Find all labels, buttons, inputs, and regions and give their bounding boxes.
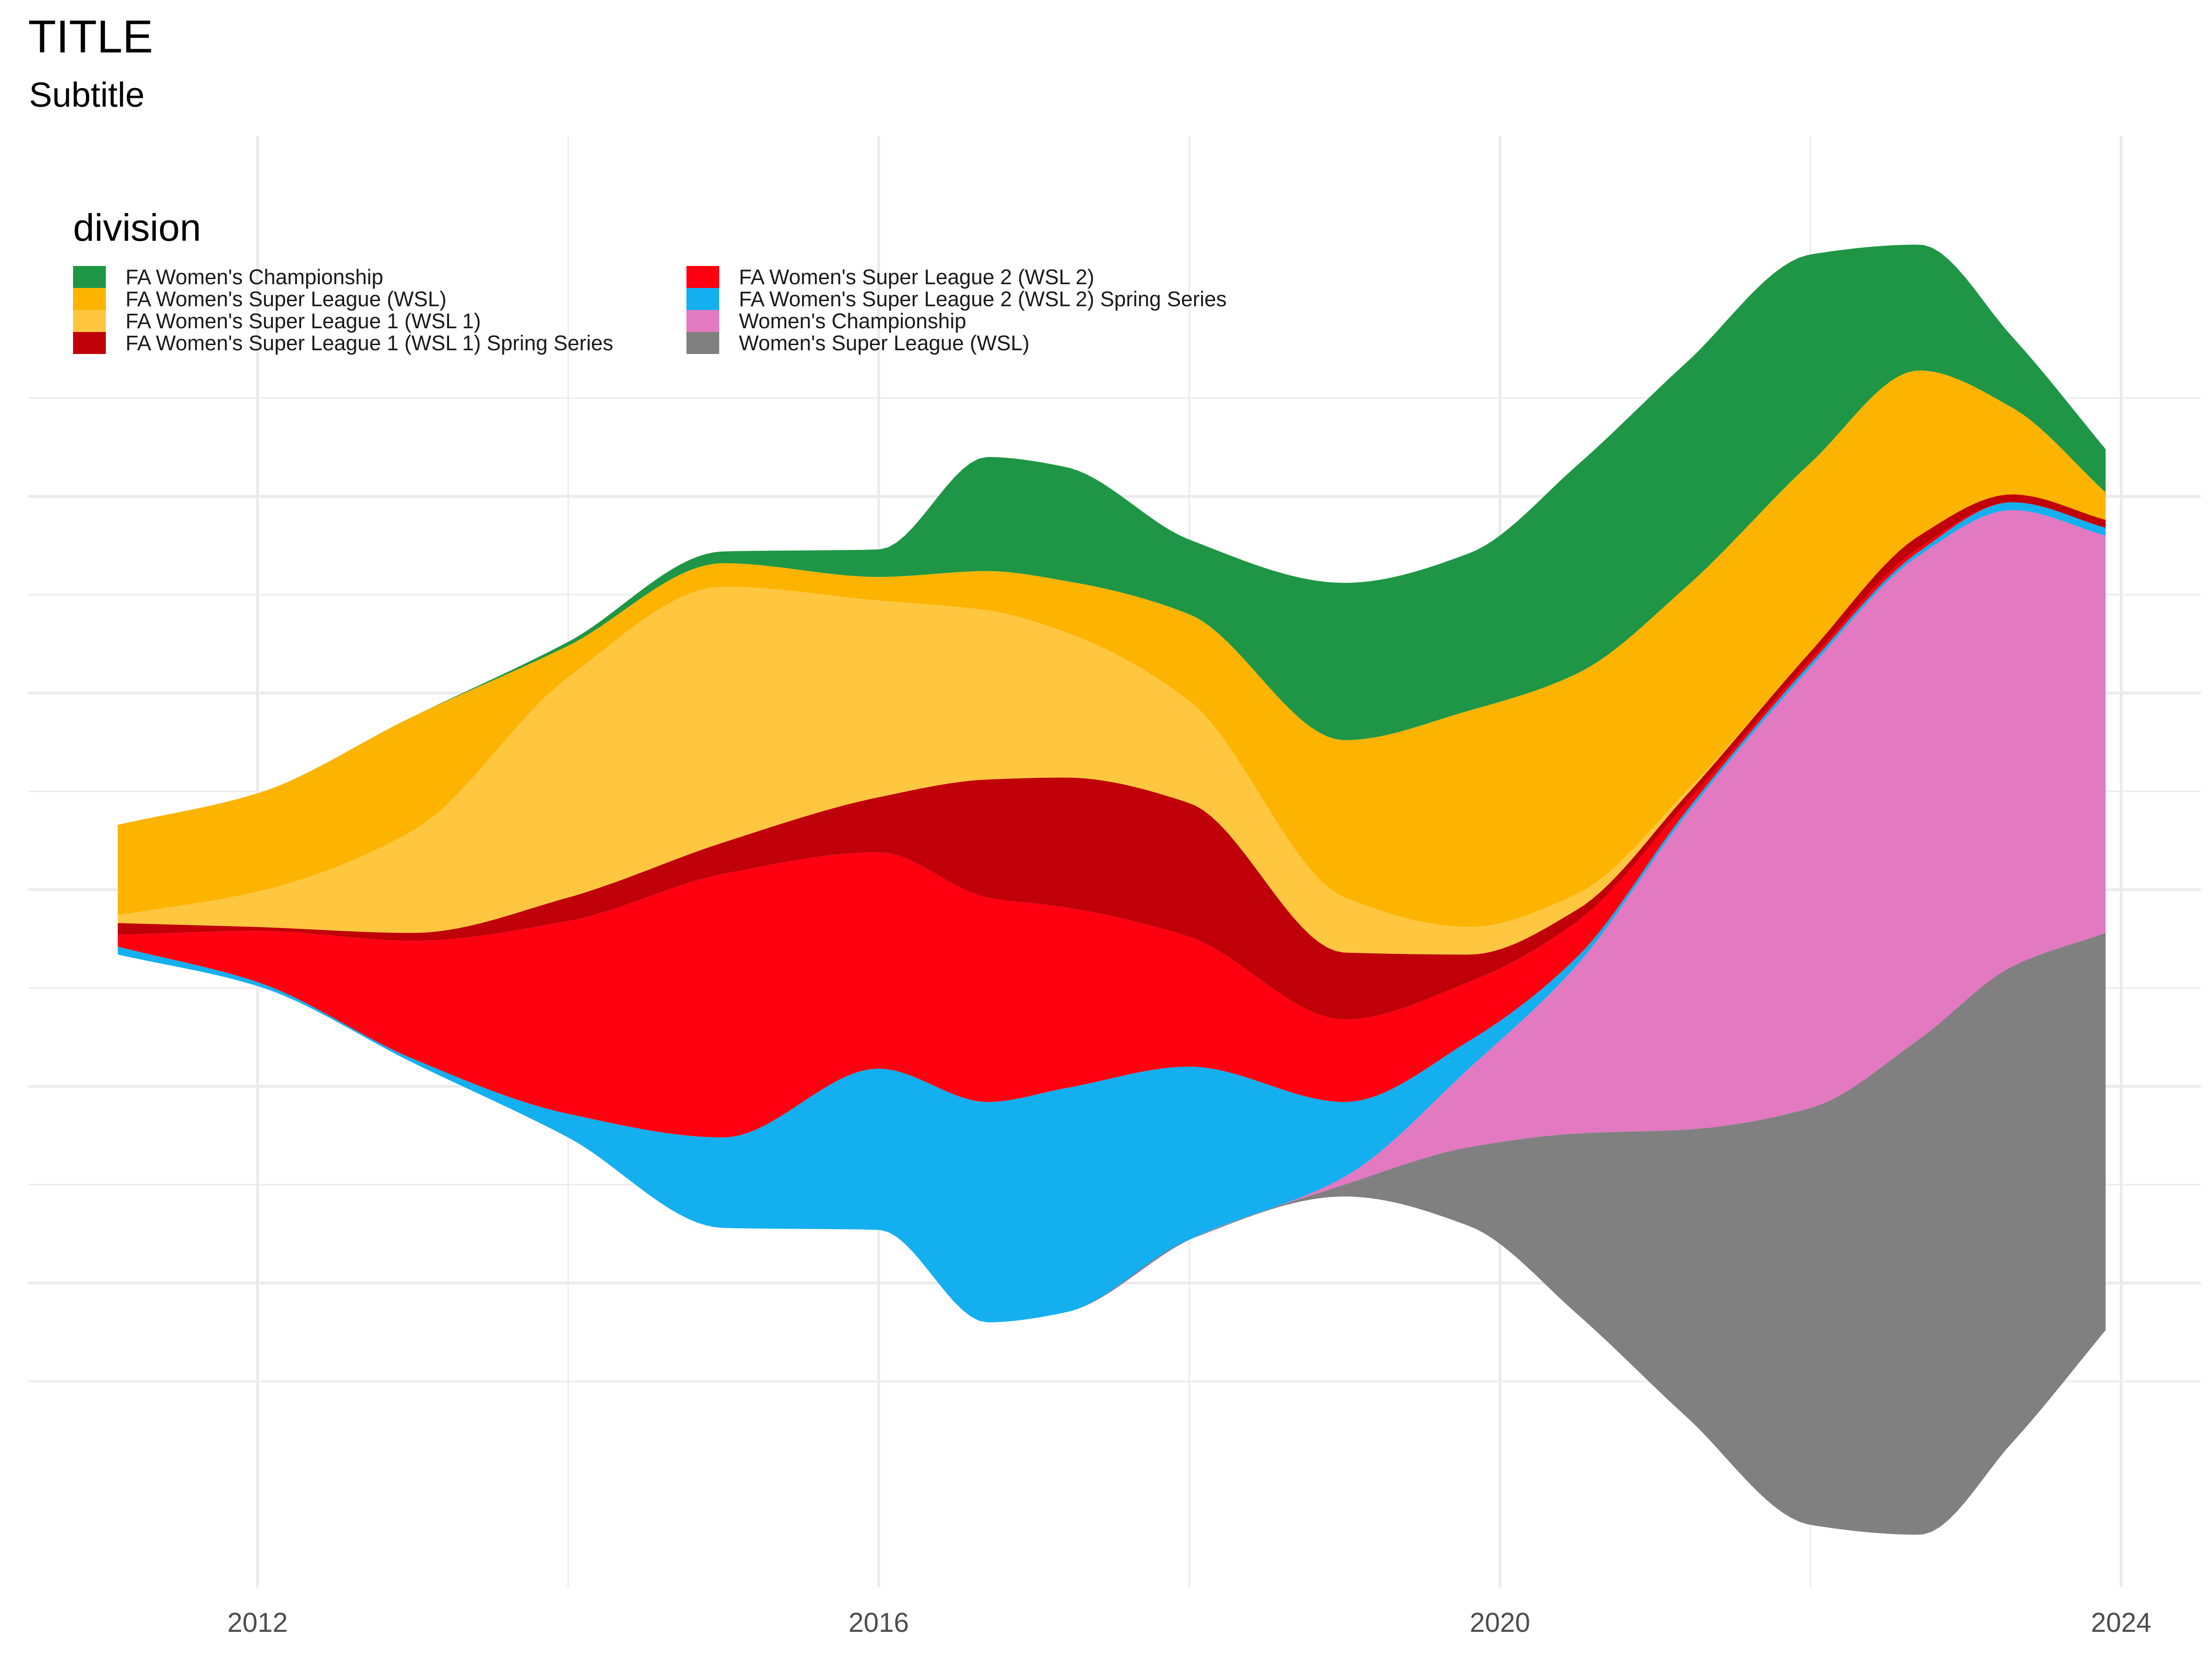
legend-label: FA Women's Super League 2 (WSL 2) (739, 265, 1094, 289)
stream-area (118, 244, 2106, 825)
legend-label: FA Women's Super League 1 (WSL 1) (125, 309, 481, 333)
legend-item: FA Women's Super League (WSL) (73, 287, 686, 311)
legend-swatch (73, 288, 106, 310)
legend-item: FA Women's Championship (73, 265, 686, 289)
legend-item: FA Women's Super League 1 (WSL 1) Spring… (73, 331, 686, 355)
legend-swatch (73, 266, 106, 288)
legend-swatch (73, 310, 106, 332)
legend-item: Women's Super League (WSL) (686, 331, 1295, 355)
legend-swatch (686, 288, 719, 310)
stream-area (118, 502, 2106, 1138)
legend-item: Women's Championship (686, 309, 1295, 333)
legend-label: Women's Super League (WSL) (739, 331, 1030, 355)
legend-label: FA Women's Super League (WSL) (125, 287, 447, 311)
legend-title: division (73, 206, 201, 249)
legend-item: FA Women's Super League 2 (WSL 2) Spring… (686, 287, 1295, 311)
stream-areas (118, 244, 2106, 1535)
legend-swatch (686, 266, 719, 288)
legend-item: FA Women's Super League 1 (WSL 1) (73, 309, 686, 333)
legend-label: FA Women's Championship (125, 265, 383, 289)
chart-title: TITLE (28, 11, 153, 62)
legend-swatch (686, 310, 719, 332)
x-tick-label: 2020 (1470, 1607, 1530, 1638)
x-tick-label: 2024 (2091, 1607, 2151, 1638)
legend-label: FA Women's Super League 1 (WSL 1) Spring… (125, 331, 613, 355)
legend-item: FA Women's Super League 2 (WSL 2) (686, 265, 1295, 289)
stream-area (118, 494, 2106, 955)
x-tick-label: 2016 (848, 1607, 909, 1638)
legend-swatch (686, 332, 719, 354)
chart-subtitle: Subtitle (29, 75, 145, 114)
stream-area (118, 370, 2106, 927)
legend-label: FA Women's Super League 2 (WSL 2) Spring… (739, 287, 1227, 311)
stream-area (118, 502, 2106, 1322)
stream-area (118, 510, 2106, 1322)
legend-label: Women's Championship (739, 309, 966, 333)
stream-area (118, 933, 2106, 1535)
x-axis-ticks: 2012 2016 2020 2024 (227, 1607, 2151, 1638)
legend: division FA Women's Championship FA Wome… (73, 206, 1295, 355)
stream-area (118, 494, 2106, 1020)
x-tick-label: 2012 (227, 1607, 288, 1638)
legend-swatch (73, 332, 106, 354)
legend-items: FA Women's Championship FA Women's Super… (73, 265, 1295, 355)
